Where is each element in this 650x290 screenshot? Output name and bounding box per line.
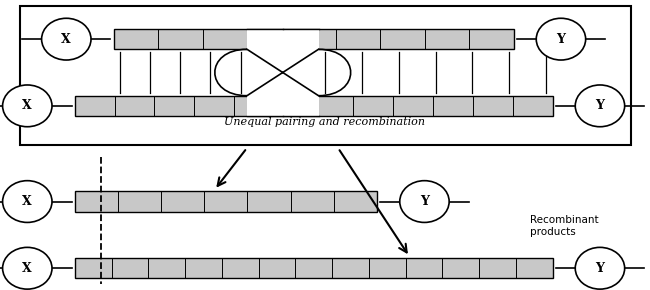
Text: Y: Y — [595, 99, 604, 112]
Text: X: X — [61, 33, 71, 46]
Ellipse shape — [400, 181, 449, 222]
Bar — [114, 29, 514, 49]
Text: Recombinant
products: Recombinant products — [530, 215, 599, 237]
Bar — [247, 29, 318, 116]
Text: Y: Y — [420, 195, 429, 208]
Ellipse shape — [575, 247, 625, 289]
Bar — [75, 191, 377, 212]
Text: Y: Y — [556, 33, 566, 46]
Ellipse shape — [575, 85, 625, 127]
Bar — [75, 96, 552, 116]
Ellipse shape — [536, 18, 586, 60]
Ellipse shape — [42, 18, 91, 60]
Text: Y: Y — [595, 262, 604, 275]
Ellipse shape — [3, 247, 52, 289]
Ellipse shape — [3, 181, 52, 222]
Bar — [20, 6, 630, 145]
Text: X: X — [23, 99, 32, 112]
Bar — [75, 258, 552, 278]
Ellipse shape — [3, 85, 52, 127]
Text: Unequal pairing and recombination: Unequal pairing and recombination — [224, 117, 426, 127]
Text: X: X — [23, 262, 32, 275]
Text: X: X — [23, 195, 32, 208]
